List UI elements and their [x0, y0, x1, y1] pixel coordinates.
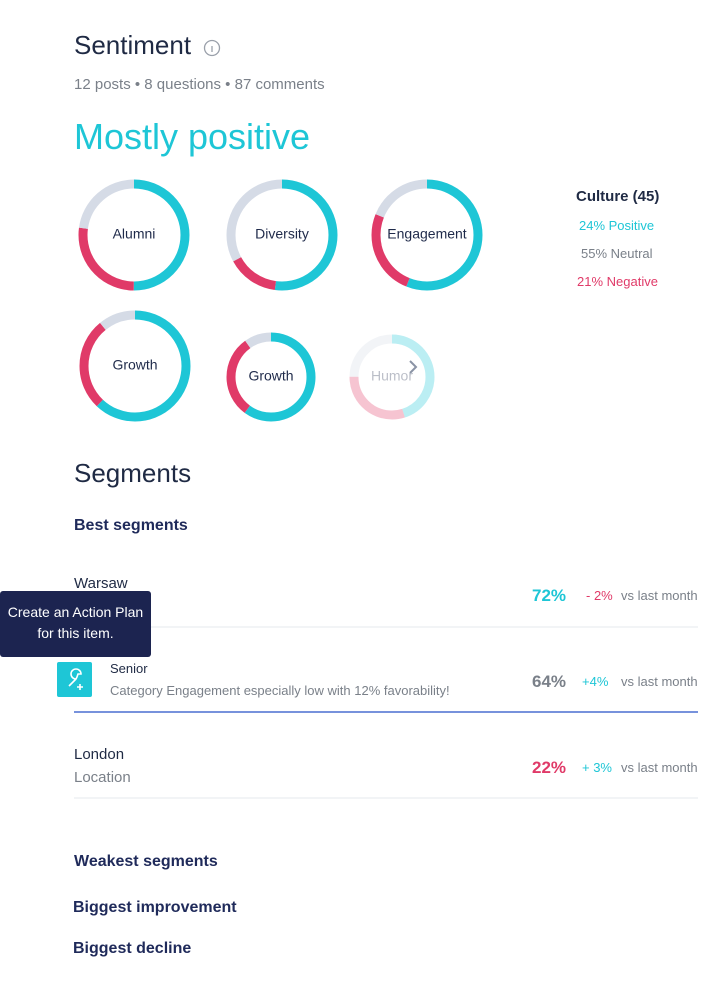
row-name: Senior	[110, 661, 148, 676]
donut-segment	[349, 334, 435, 420]
donut-label: Diversity	[255, 226, 309, 242]
tooltip: Create an Action Plan for this item.	[0, 591, 151, 657]
donut-label: Alumni	[113, 226, 156, 242]
donut-segment	[226, 332, 316, 422]
action-plan-button[interactable]	[57, 662, 92, 697]
donut-label: Engagement	[387, 226, 467, 242]
row-score: 64%	[532, 672, 567, 691]
best-heading: Best segments	[74, 517, 188, 534]
row-score: 72%	[532, 586, 567, 605]
legend-negative: 21% Negative	[577, 274, 658, 289]
donut-segment	[78, 179, 190, 291]
row-period: vs last month	[621, 674, 698, 689]
legend-neutral: 55% Neutral	[581, 246, 653, 261]
segments-title: Segments	[74, 458, 192, 488]
row-note: Category Engagement especially low with …	[110, 683, 450, 698]
title: Sentiment	[74, 30, 192, 60]
row-period: vs last month	[621, 760, 698, 775]
donut-label: Growth	[112, 357, 157, 373]
donut-segment	[371, 179, 483, 291]
headline: Mostly positive	[74, 116, 311, 157]
stats: 12 posts • 8 questions • 87 comments	[74, 76, 325, 93]
improvement-heading[interactable]: Biggest improvement	[73, 899, 237, 916]
donut-segment	[349, 334, 435, 420]
legend-title: Culture (45)	[576, 188, 660, 205]
row-score: 22%	[532, 758, 567, 777]
next-arrow[interactable]	[409, 360, 418, 374]
donut-segment	[78, 179, 190, 291]
weakest-heading[interactable]: Weakest segments	[74, 853, 218, 870]
row-change: - 2%	[586, 588, 613, 603]
donut-segment	[371, 179, 483, 291]
row-sub: Location	[74, 769, 131, 786]
row-name: Warsaw	[74, 575, 128, 592]
row-period: vs last month	[621, 588, 698, 603]
row-change: + 3%	[582, 760, 612, 775]
row-name: London	[74, 746, 125, 763]
donut-segment	[226, 332, 316, 422]
donut-label: Humor	[371, 368, 413, 384]
donut-segment	[79, 310, 191, 422]
wrench-icon	[68, 668, 83, 690]
donut-segment	[79, 310, 191, 422]
donut-segment	[349, 334, 435, 420]
donut-label: Growth	[248, 368, 293, 384]
decline-heading[interactable]: Biggest decline	[73, 940, 192, 957]
donut-segment	[226, 179, 338, 291]
legend-positive: 24% Positive	[579, 218, 655, 233]
row-change: +4%	[582, 674, 609, 689]
info-icon[interactable]	[203, 39, 221, 57]
